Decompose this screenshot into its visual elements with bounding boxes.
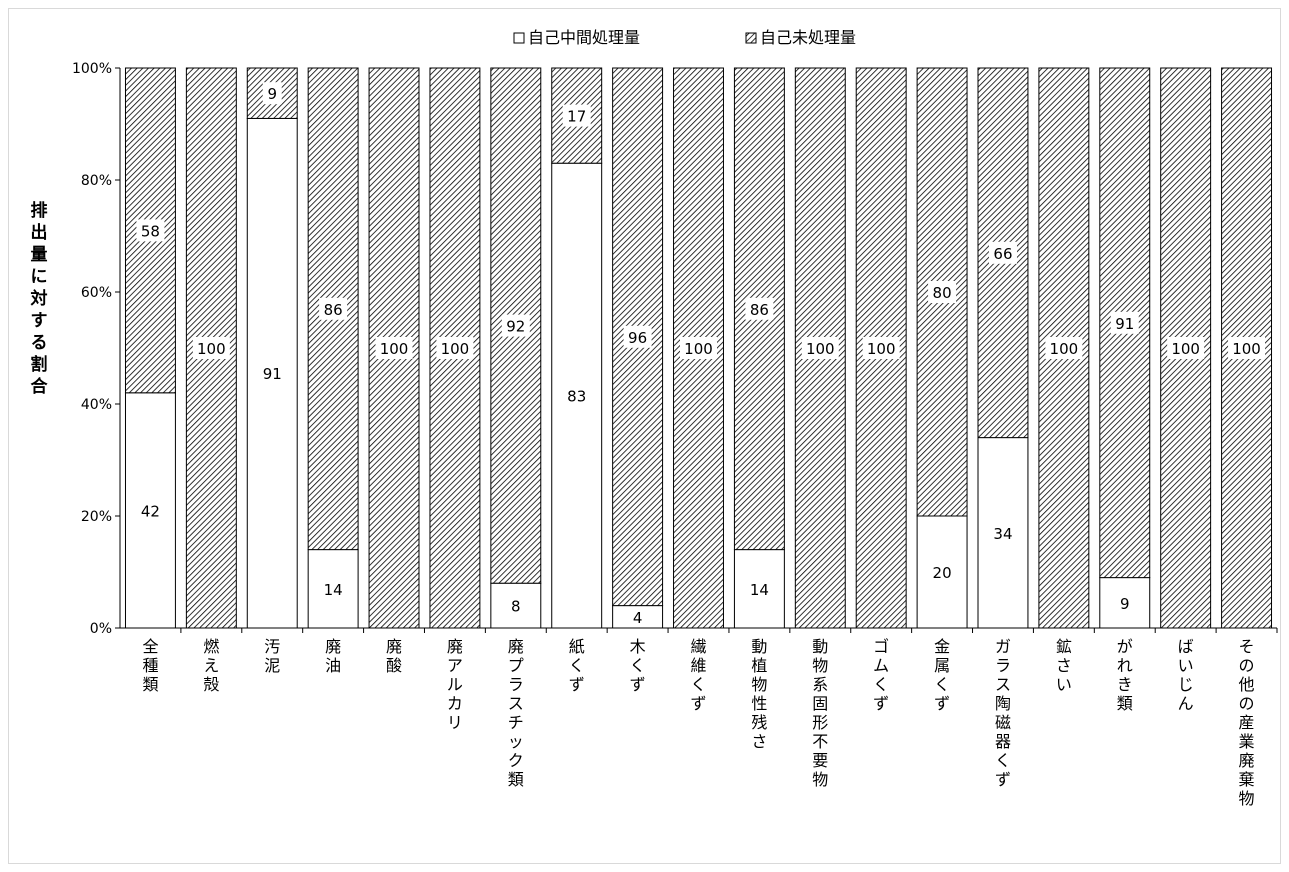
- data-label-unprocessed: 92: [506, 318, 525, 336]
- data-label-unprocessed: 9: [267, 85, 277, 103]
- data-label-background: [262, 82, 282, 105]
- data-label-intermediate: 34: [993, 525, 1012, 543]
- data-label-unprocessed: 100: [197, 340, 226, 358]
- category-label: 繊維くず: [690, 637, 706, 713]
- data-label-unprocessed: 80: [933, 284, 952, 302]
- legend-swatch: [513, 32, 525, 44]
- data-label-intermediate: 9: [1120, 595, 1130, 613]
- data-label-unprocessed: 100: [1050, 340, 1079, 358]
- category-label: ガラス陶磁器くず: [995, 637, 1011, 789]
- data-label-unprocessed: 96: [628, 329, 647, 347]
- data-label-intermediate: 8: [511, 598, 521, 616]
- data-label-background: [928, 281, 957, 303]
- bar-segment-intermediate: [977, 437, 1029, 629]
- data-label-background: [1228, 337, 1266, 359]
- y-axis-title-text: 排出量に対する割合: [30, 200, 49, 397]
- category-label: 鉱さい: [1056, 637, 1072, 694]
- category-label: 廃アルカリ: [447, 637, 463, 732]
- data-label-background: [436, 337, 474, 359]
- category-label: 金属くず: [934, 637, 950, 713]
- bar-segment-intermediate: [490, 582, 542, 629]
- data-label-unprocessed: 100: [867, 340, 896, 358]
- category-labels: 全種類 燃え殻 汚泥 廃油 廃酸 廃アルカリ 廃プラスチック類 紙くず 木くず 繊維くず 動植物性残…: [142, 637, 1254, 808]
- y-tick-label: 0%: [90, 621, 112, 637]
- data-label-unprocessed: 100: [380, 340, 409, 358]
- legend-swatch: [745, 32, 757, 44]
- data-label-intermediate: 20: [933, 564, 952, 582]
- data-label-intermediate: 4: [633, 609, 643, 627]
- category-label: 汚泥: [264, 637, 280, 675]
- category-label: 紙くず: [569, 637, 585, 694]
- y-tick-label: 60%: [81, 285, 112, 301]
- data-label-background: [801, 337, 839, 359]
- category-label: ゴムくず: [873, 637, 889, 713]
- data-label-unprocessed: 58: [141, 222, 160, 240]
- data-label-background: [192, 337, 230, 359]
- data-label-background: [501, 314, 530, 337]
- category-label: 木くず: [630, 637, 646, 694]
- bar-segment-intermediate: [551, 162, 603, 629]
- data-label-unprocessed: 86: [750, 301, 769, 319]
- bar-segment-intermediate: [246, 117, 298, 629]
- data-label-background: [1110, 311, 1139, 334]
- category-label: 動植物性残さ: [751, 637, 767, 751]
- data-label-background: [862, 337, 900, 359]
- legend-label: 自己未処理量: [760, 28, 856, 47]
- y-tick-label: 40%: [81, 397, 112, 413]
- category-label: 廃酸: [386, 637, 402, 675]
- data-label-unprocessed: 100: [684, 340, 713, 358]
- data-label-background: [1045, 337, 1083, 359]
- data-label-background: [562, 104, 591, 127]
- category-label: 全種類: [142, 637, 158, 694]
- data-label-intermediate: 42: [141, 502, 160, 520]
- category-label: 燃え殻: [203, 637, 219, 694]
- category-label: がれき類: [1117, 637, 1133, 713]
- data-label-unprocessed: 100: [806, 340, 835, 358]
- bar-segment-intermediate: [916, 515, 968, 629]
- chart-frame: 0% 20% 40% 60% 80% 100% 42 58 100 91 9 14 86 100 100 8…: [8, 8, 1281, 864]
- legend: 自己中間処理量 自己未処理量: [513, 28, 856, 47]
- data-label-unprocessed: 86: [324, 301, 343, 319]
- data-label-unprocessed: 100: [1171, 340, 1200, 358]
- y-axis-title: 排出量に対する割合: [30, 200, 49, 397]
- data-labels: 42 58 100 91 9 14 86 100 100 8 92 83 17 4 96 100 14 86 100…: [136, 82, 1266, 627]
- category-label: ばいじん: [1178, 637, 1194, 713]
- y-tick-label: 20%: [81, 509, 112, 525]
- category-label: 動物系固形不要物: [812, 637, 828, 789]
- data-label-intermediate: 14: [324, 581, 343, 599]
- data-label-unprocessed: 100: [441, 340, 470, 358]
- data-label-background: [623, 325, 652, 348]
- data-label-background: [375, 337, 413, 359]
- data-label-unprocessed: 100: [1232, 340, 1261, 358]
- data-label-unprocessed: 91: [1115, 315, 1134, 333]
- category-label: その他の産業廃棄物: [1239, 637, 1255, 808]
- data-label-background: [680, 337, 717, 359]
- data-label-unprocessed: 17: [567, 108, 586, 126]
- data-label-background: [988, 241, 1017, 264]
- data-label-intermediate: 91: [263, 365, 282, 383]
- data-label-intermediate: 14: [750, 581, 769, 599]
- data-label-unprocessed: 66: [993, 245, 1012, 263]
- data-label-intermediate: 83: [567, 388, 586, 406]
- data-label-background: [745, 297, 774, 320]
- y-tick-label: 80%: [81, 173, 112, 189]
- y-tick-label: 100%: [72, 61, 112, 77]
- bar-segment-intermediate: [307, 549, 359, 629]
- data-label-background: [319, 297, 348, 320]
- data-label-background: [1167, 337, 1205, 359]
- data-label-background: [136, 219, 165, 242]
- category-label: 廃油: [325, 637, 341, 675]
- category-label: 廃プラスチック類: [508, 637, 524, 789]
- legend-label: 自己中間処理量: [528, 28, 640, 47]
